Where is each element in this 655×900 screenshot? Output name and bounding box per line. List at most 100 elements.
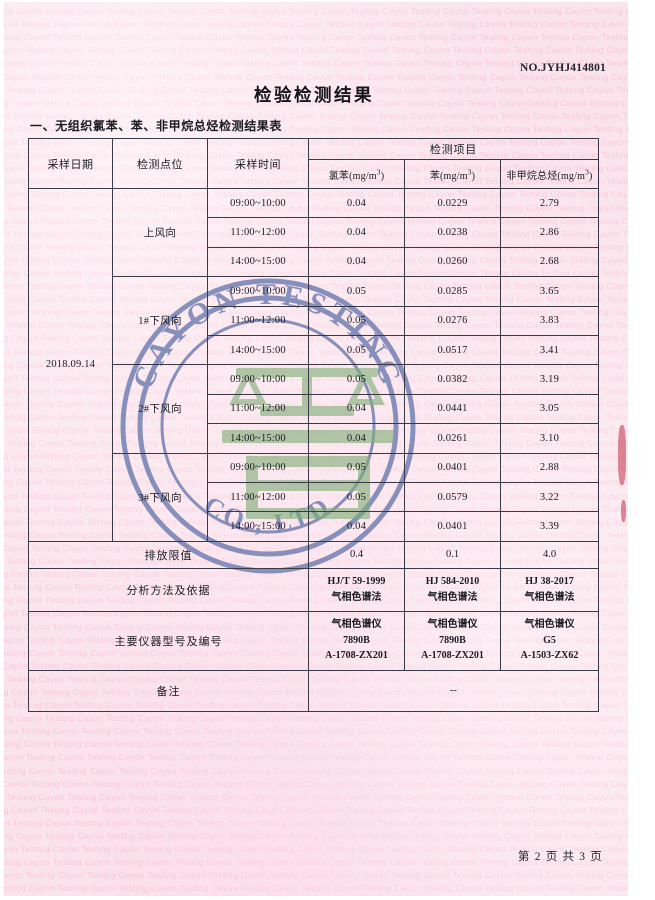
unit-superscript: 3	[467, 167, 472, 177]
cell-chlorobenzene: 0.04	[308, 246, 405, 278]
cell-sample-time: 11:00~12:00	[207, 305, 309, 336]
label-emission-limit: 排放限值	[28, 540, 309, 569]
unit-close: )	[589, 170, 593, 182]
cell-instrument-chlorobenzene: 气相色谱仪 7890B A-1708-ZX201	[308, 610, 405, 671]
cell-instrument-benzene-line: A-1708-ZX201	[421, 650, 484, 662]
cell-method-nmhc-line: 气相色谱法	[524, 591, 575, 603]
cell-method-benzene-line: HJ 584-2010	[425, 576, 480, 588]
cell-sample-time: 11:00~12:00	[207, 217, 309, 248]
cell-chlorobenzene: 0.04	[308, 393, 405, 425]
cell-limit-nmhc: 4.0	[499, 540, 600, 569]
cell-nmhc: 2.88	[499, 452, 600, 483]
table-header-row-1: 采样日期 检测点位 采样时间 检测项目	[28, 138, 600, 189]
cell-monitor-point: 3#下风向	[112, 452, 208, 542]
table-row: 3#下风向 09:00~10:00 0.05 0.0401 2.88	[29, 452, 600, 542]
cell-chlorobenzene: 0.04	[308, 217, 405, 248]
cell-instrument-benzene-line: 气相色谱仪	[427, 619, 478, 631]
header-item-nmhc: 非甲烷总烃(mg/m3)	[499, 159, 600, 189]
cell-chlorobenzene: 0.05	[308, 276, 405, 307]
cell-instrument-nmhc-line: A-1503-ZX62	[520, 650, 579, 662]
cell-nmhc: 3.83	[499, 305, 600, 336]
table-header-row-2: 氯苯(mg/m3) 苯(mg/m3) 非甲烷总烃(mg/m3)	[29, 159, 600, 189]
cell-remark-value: --	[307, 669, 600, 712]
cell-benzene: 0.0261	[404, 423, 501, 454]
cell-nmhc: 3.39	[499, 511, 600, 542]
header-test-items: 检测项目	[307, 138, 600, 160]
cell-benzene: 0.0441	[404, 393, 501, 425]
table-row: 14:00~15:00 0.04 0.0401 3.39	[29, 511, 600, 542]
cell-benzene: 0.0401	[404, 452, 501, 483]
cell-chlorobenzene: 0.05	[308, 452, 405, 483]
cell-sample-time: 11:00~12:00	[207, 393, 309, 425]
table-row: 11:00~12:00 0.04 0.0441 3.05	[29, 393, 600, 425]
cell-monitor-point: 1#下风向	[112, 276, 208, 366]
page-footer: 第 2 页 共 3 页	[517, 851, 603, 863]
label-instrument: 主要仪器型号及编号	[28, 610, 309, 671]
cell-method-benzene: HJ 584-2010 气相色谱法	[404, 567, 501, 612]
table-body: 2018.09.14 上风向 09:00~10:00 0.04 0.0229 2.79 11…	[28, 187, 600, 712]
unit-close: )	[380, 170, 385, 182]
cell-method-chlorobenzene-line: HJ/T 59-1999	[327, 576, 386, 588]
cell-nmhc: 3.65	[499, 276, 600, 307]
header-item-benzene: 苯(mg/m3)	[404, 159, 501, 189]
cell-benzene: 0.0382	[404, 364, 501, 395]
header-sample-date: 采样日期	[28, 138, 113, 189]
cell-nmhc: 3.22	[499, 481, 600, 513]
cell-instrument-nmhc-line: 气相色谱仪	[524, 619, 575, 631]
table-row: 11:00~12:00 0.05 0.0579 3.22	[29, 481, 600, 513]
table-row: 14:00~15:00 0.04 0.0260 2.68	[29, 246, 600, 278]
cell-method-benzene-line: 气相色谱法	[427, 591, 478, 603]
cell-method-chlorobenzene: HJ/T 59-1999 气相色谱法	[308, 567, 405, 612]
cell-benzene: 0.0276	[404, 305, 501, 336]
table-row: 1#下风向 09:00~10:00 0.05 0.0285 3.65	[29, 276, 600, 366]
section-heading: 一、无组织氯苯、苯、非甲烷总烃检测结果表	[30, 119, 283, 133]
cell-benzene: 0.0260	[404, 246, 501, 278]
header-item-nmhc-label: 非甲烷总烃(mg/m	[506, 170, 586, 182]
header-item-benzene-label: 苯(mg/m	[429, 170, 468, 182]
cell-nmhc: 2.86	[499, 217, 600, 248]
cell-sample-time: 14:00~15:00	[207, 511, 309, 542]
unit-close: )	[471, 170, 476, 182]
unit-superscript: 3	[585, 167, 590, 177]
cell-chlorobenzene: 0.05	[308, 305, 405, 336]
cell-benzene: 0.0238	[404, 217, 501, 248]
header-sample-time: 采样时间	[207, 138, 309, 189]
unit-superscript: 3	[376, 167, 381, 177]
cell-instrument-benzene: 气相色谱仪 7890B A-1708-ZX201	[404, 610, 501, 671]
remark-row: 备注 --	[28, 669, 600, 712]
cell-sample-date: 2018.09.14	[28, 188, 113, 542]
header-item-chlorobenzene: 氯苯(mg/m3)	[308, 159, 405, 189]
instrument-row: 主要仪器型号及编号 气相色谱仪 7890B A-1708-ZX201 气相色谱仪 7890…	[28, 610, 600, 671]
cell-sample-time: 09:00~10:00	[207, 364, 309, 395]
cell-sample-time: 14:00~15:00	[207, 334, 309, 366]
cell-nmhc: 3.05	[499, 393, 600, 425]
cell-nmhc: 3.10	[499, 423, 600, 454]
cell-sample-time: 14:00~15:00	[207, 246, 309, 278]
scan-right-margin	[628, 0, 655, 900]
cell-instrument-nmhc: 气相色谱仪 G5 A-1503-ZX62	[499, 610, 600, 671]
cell-method-nmhc: HJ 38-2017 气相色谱法	[499, 567, 600, 612]
cell-chlorobenzene: 0.04	[308, 423, 405, 454]
cell-instrument-nmhc-line: G5	[543, 634, 556, 646]
cell-limit-benzene: 0.1	[404, 540, 501, 569]
cell-method-chlorobenzene-line: 气相色谱法	[331, 591, 382, 603]
page-title: 检验检测结果	[254, 85, 374, 105]
cell-chlorobenzene: 0.04	[308, 187, 405, 219]
cell-nmhc: 2.79	[499, 187, 600, 219]
cell-limit-chlorobenzene: 0.4	[308, 540, 405, 569]
table-row: 2#下风向 09:00~10:00 0.05 0.0382 3.19	[29, 364, 600, 454]
method-row: 分析方法及依据 HJ/T 59-1999 气相色谱法 HJ 584-2010 气相色谱法…	[28, 567, 600, 612]
cell-sample-time: 09:00~10:00	[207, 276, 309, 307]
table-row: 11:00~12:00 0.04 0.0238 2.86	[29, 217, 600, 248]
cell-nmhc: 3.41	[499, 334, 600, 366]
table-row: 14:00~15:00 0.05 0.0517 3.41	[29, 334, 600, 366]
table-row: 2018.09.14 上风向 09:00~10:00 0.04 0.0229 2.79	[28, 187, 600, 542]
cell-method-nmhc-line: HJ 38-2017	[525, 576, 574, 588]
cell-instrument-chlorobenzene-line: 气相色谱仪	[331, 619, 382, 631]
cell-chlorobenzene: 0.05	[308, 481, 405, 513]
cell-chlorobenzene: 0.04	[308, 511, 405, 542]
cell-instrument-benzene-line: 7890B	[439, 634, 466, 646]
cell-sample-time: 09:00~10:00	[207, 187, 309, 219]
cell-sample-time: 09:00~10:00	[207, 452, 309, 483]
